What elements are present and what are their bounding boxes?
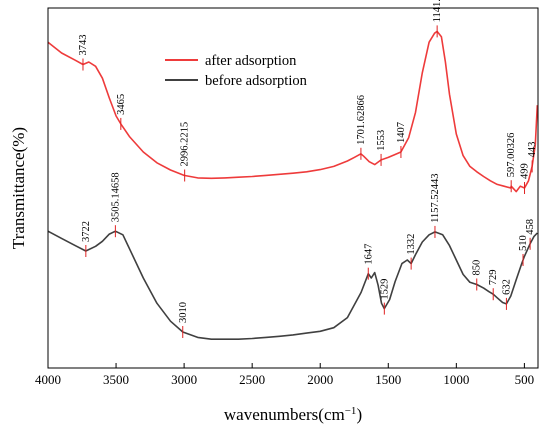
x-axis-title: wavenumbers(cm−1) [224, 405, 362, 424]
peak-label: 2996.2215 [180, 122, 191, 167]
peak-label: 3743 [78, 35, 89, 56]
peak-label: 3722 [81, 221, 92, 242]
x-tick-label: 2500 [239, 372, 265, 387]
peak-label: 443 [527, 142, 538, 158]
peak-label: 3465 [116, 94, 127, 115]
peak-label: 510 [518, 235, 529, 251]
peak-label: 1141.10749 [432, 0, 443, 22]
x-tick-label: 2000 [307, 372, 333, 387]
x-tick-label: 3000 [171, 372, 197, 387]
x-axis-title-superscript: −1 [345, 405, 357, 417]
x-axis-title-main: wavenumbers(cm [224, 405, 345, 424]
series-line-after-adsorption [47, 30, 539, 193]
peak-label: 632 [501, 279, 512, 295]
x-tick-label: 1000 [443, 372, 469, 387]
peak-label: 499 [520, 163, 531, 179]
peak-label: 458 [525, 219, 536, 235]
legend: after adsorption before adsorption [165, 53, 308, 89]
y-axis-title: Transmittance(%) [9, 127, 28, 249]
peak-label: 3010 [178, 302, 189, 323]
x-tick-label: 3500 [103, 372, 129, 387]
peak-label: 1701.62866 [356, 95, 367, 145]
peak-label: 3505.14658 [110, 172, 121, 222]
plot-frame [47, 7, 539, 369]
peak-label: 1332 [406, 234, 417, 255]
peak-label: 850 [472, 260, 483, 276]
x-axis-ticks: 4000 3500 3000 2500 2000 1500 1000 500 [35, 363, 534, 387]
peak-label: 597.00326 [506, 133, 517, 178]
peak-label: 1407 [396, 122, 407, 143]
legend-label: before adsorption [205, 73, 308, 89]
legend-label: after adsorption [205, 53, 297, 69]
peak-label: 729 [488, 269, 499, 285]
peak-label: 1647 [363, 244, 374, 265]
peak-label: 1529 [379, 279, 390, 300]
x-tick-label: 1500 [375, 372, 401, 387]
x-axis-title-close: ) [356, 405, 362, 424]
peak-label: 1553 [376, 130, 387, 151]
peak-label: 1157.52443 [430, 173, 441, 223]
x-tick-label: 4000 [35, 372, 61, 387]
series-line-before-adsorption [47, 230, 538, 340]
x-tick-label: 500 [515, 372, 535, 387]
peak-annotations-group: 3743 3465 2996.2215 1701.62866 1553 1407 1141.… [78, 0, 538, 338]
